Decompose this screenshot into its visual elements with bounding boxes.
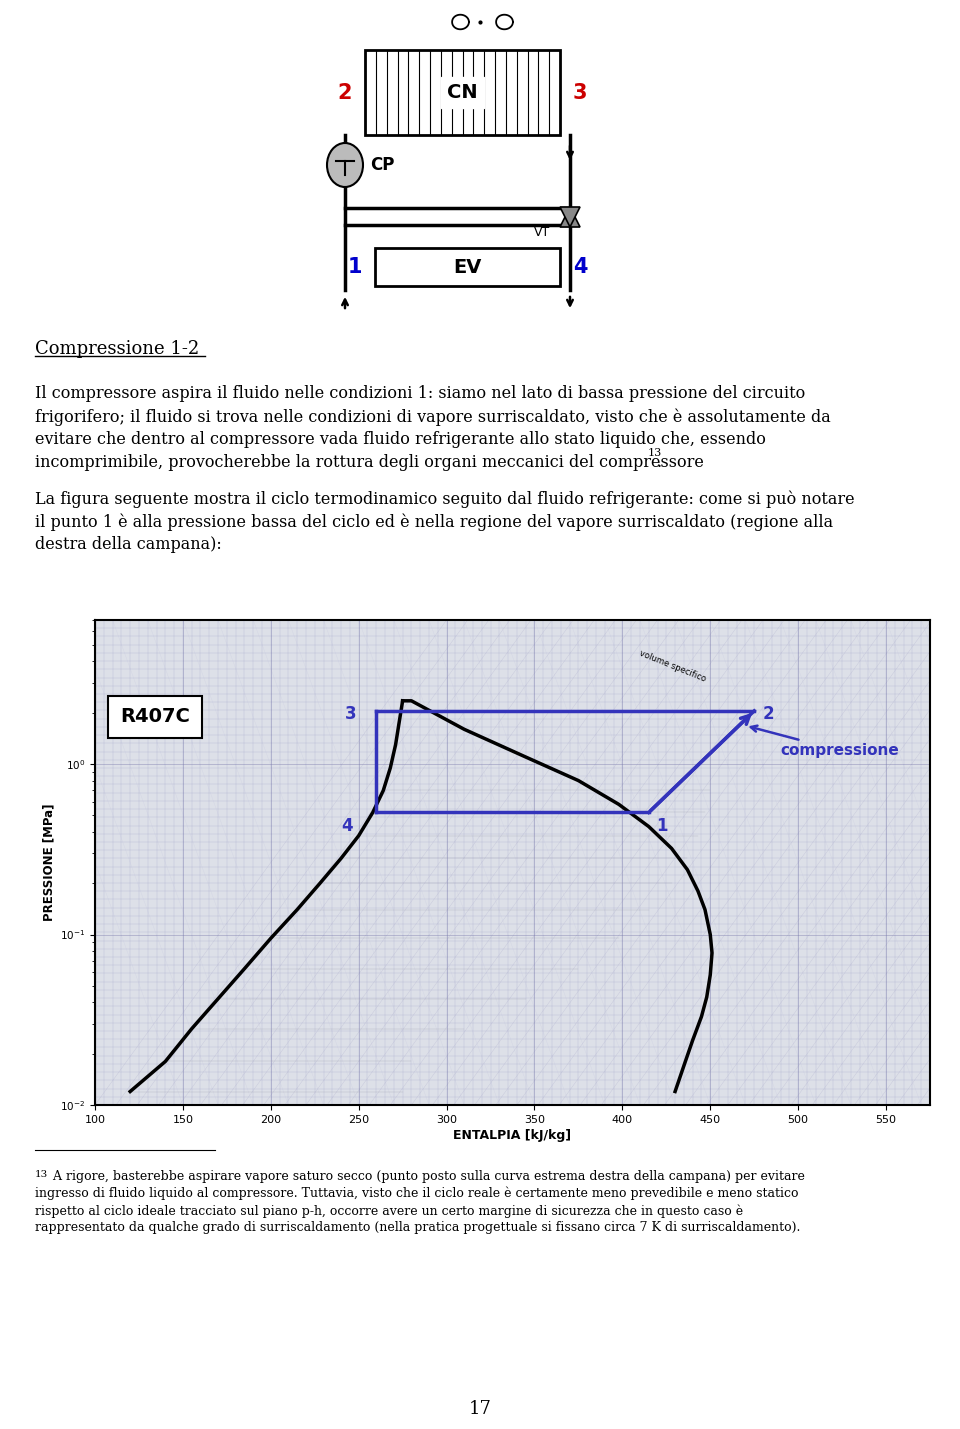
Text: rispetto al ciclo ideale tracciato sul piano p-h, occorre avere un certo margine: rispetto al ciclo ideale tracciato sul p… (35, 1205, 743, 1218)
Text: 1: 1 (348, 257, 362, 277)
Text: compressione: compressione (751, 726, 900, 759)
Text: il punto 1 è alla pressione bassa del ciclo ed è nella regione del vapore surris: il punto 1 è alla pressione bassa del ci… (35, 513, 833, 530)
Text: incomprimibile, provocherebbe la rottura degli organi meccanici del compressore: incomprimibile, provocherebbe la rottura… (35, 454, 704, 472)
Text: rappresentato da qualche grado di surriscaldamento (nella pratica progettuale si: rappresentato da qualche grado di surris… (35, 1220, 801, 1235)
Text: A rigore, basterebbe aspirare vapore saturo secco (punto posto sulla curva estre: A rigore, basterebbe aspirare vapore sat… (49, 1170, 804, 1183)
Text: 1: 1 (656, 817, 667, 835)
Text: Il compressore aspira il fluido nelle condizioni 1: siamo nel lato di bassa pres: Il compressore aspira il fluido nelle co… (35, 384, 805, 402)
Ellipse shape (327, 143, 363, 187)
Text: La figura seguente mostra il ciclo termodinamico seguito dal fluido refrigerante: La figura seguente mostra il ciclo termo… (35, 490, 854, 507)
Text: frigorifero; il fluido si trova nelle condizioni di vapore surriscaldato, visto : frigorifero; il fluido si trova nelle co… (35, 409, 830, 426)
X-axis label: ENTALPIA [kJ/kg]: ENTALPIA [kJ/kg] (453, 1129, 571, 1142)
Text: 3: 3 (573, 83, 588, 103)
Text: 4: 4 (573, 257, 588, 277)
Bar (365, 50, 560, 134)
Y-axis label: PRESSIONE [MPa]: PRESSIONE [MPa] (43, 803, 56, 922)
Text: R407C: R407C (120, 707, 190, 726)
Text: destra della campana):: destra della campana): (35, 536, 222, 553)
Text: evitare che dentro al compressore vada fluido refrigerante allo stato liquido ch: evitare che dentro al compressore vada f… (35, 432, 766, 449)
Polygon shape (560, 207, 580, 227)
Bar (375, 249, 560, 286)
Text: CP: CP (370, 156, 395, 174)
Polygon shape (560, 207, 580, 227)
Text: CN: CN (447, 83, 478, 101)
Text: 4: 4 (341, 817, 352, 835)
Text: 13: 13 (35, 1170, 48, 1179)
Text: ingresso di fluido liquido al compressore. Tuttavia, visto che il ciclo reale è : ingresso di fluido liquido al compressor… (35, 1187, 799, 1200)
Text: 2: 2 (763, 704, 775, 723)
Text: 2: 2 (338, 83, 352, 103)
Text: 13: 13 (648, 449, 662, 459)
Text: volume specifico: volume specifico (637, 649, 707, 684)
Text: EV: EV (453, 257, 482, 276)
Text: 17: 17 (468, 1400, 492, 1418)
Text: 3: 3 (345, 704, 356, 723)
Text: VT: VT (534, 226, 550, 239)
Text: .: . (657, 454, 662, 472)
Text: Compressione 1-2: Compressione 1-2 (35, 340, 200, 359)
